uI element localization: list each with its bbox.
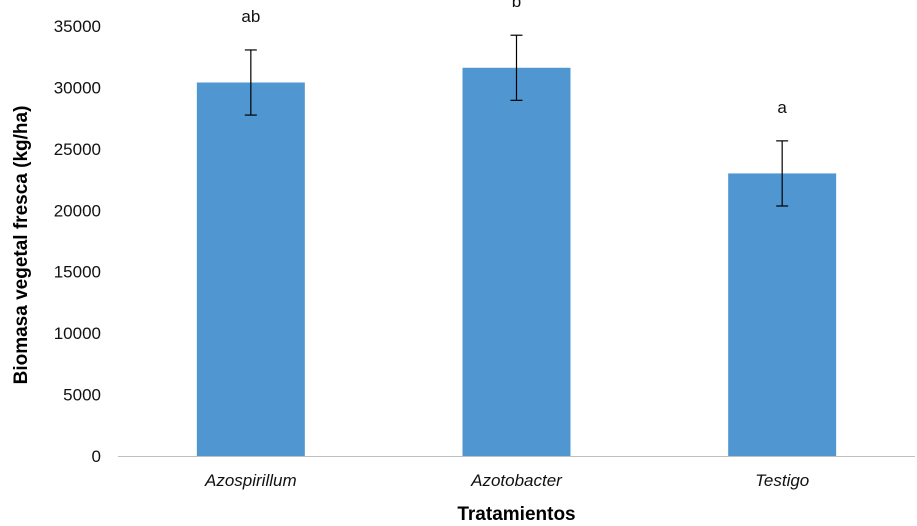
x-tick-label: Azotobacter — [470, 471, 563, 490]
x-axis-title: Tratamientos — [457, 504, 575, 525]
error-bar — [776, 140, 789, 207]
y-tick-label: 25000 — [54, 140, 101, 159]
bar — [196, 82, 305, 456]
bar — [728, 173, 837, 456]
bar — [462, 67, 571, 457]
x-tick-label: Azospirillum — [204, 471, 297, 490]
significance-labels: ab b a — [241, 0, 787, 117]
y-tick-label: 35000 — [54, 17, 101, 36]
x-axis-categories: Azospirillum Azotobacter Testigo — [204, 471, 809, 490]
error-bar — [510, 34, 523, 101]
y-tick-label: 5000 — [63, 386, 101, 405]
y-tick-label: 20000 — [54, 201, 101, 220]
y-axis-ticks: 0 5000 10000 15000 20000 25000 30000 35000 — [54, 17, 101, 466]
significance-label: ab — [241, 7, 260, 26]
y-tick-label: 10000 — [54, 324, 101, 343]
bars — [196, 67, 837, 457]
error-bar — [244, 49, 257, 116]
x-tick-label: Testigo — [755, 471, 809, 490]
error-bars — [244, 34, 789, 207]
y-tick-label: 0 — [92, 447, 101, 466]
significance-label: a — [777, 98, 787, 117]
y-tick-label: 15000 — [54, 263, 101, 282]
y-tick-label: 30000 — [54, 78, 101, 97]
y-axis-title: Biomasa vegetal fresca (kg/ha) — [11, 106, 32, 385]
significance-label: b — [512, 0, 521, 11]
